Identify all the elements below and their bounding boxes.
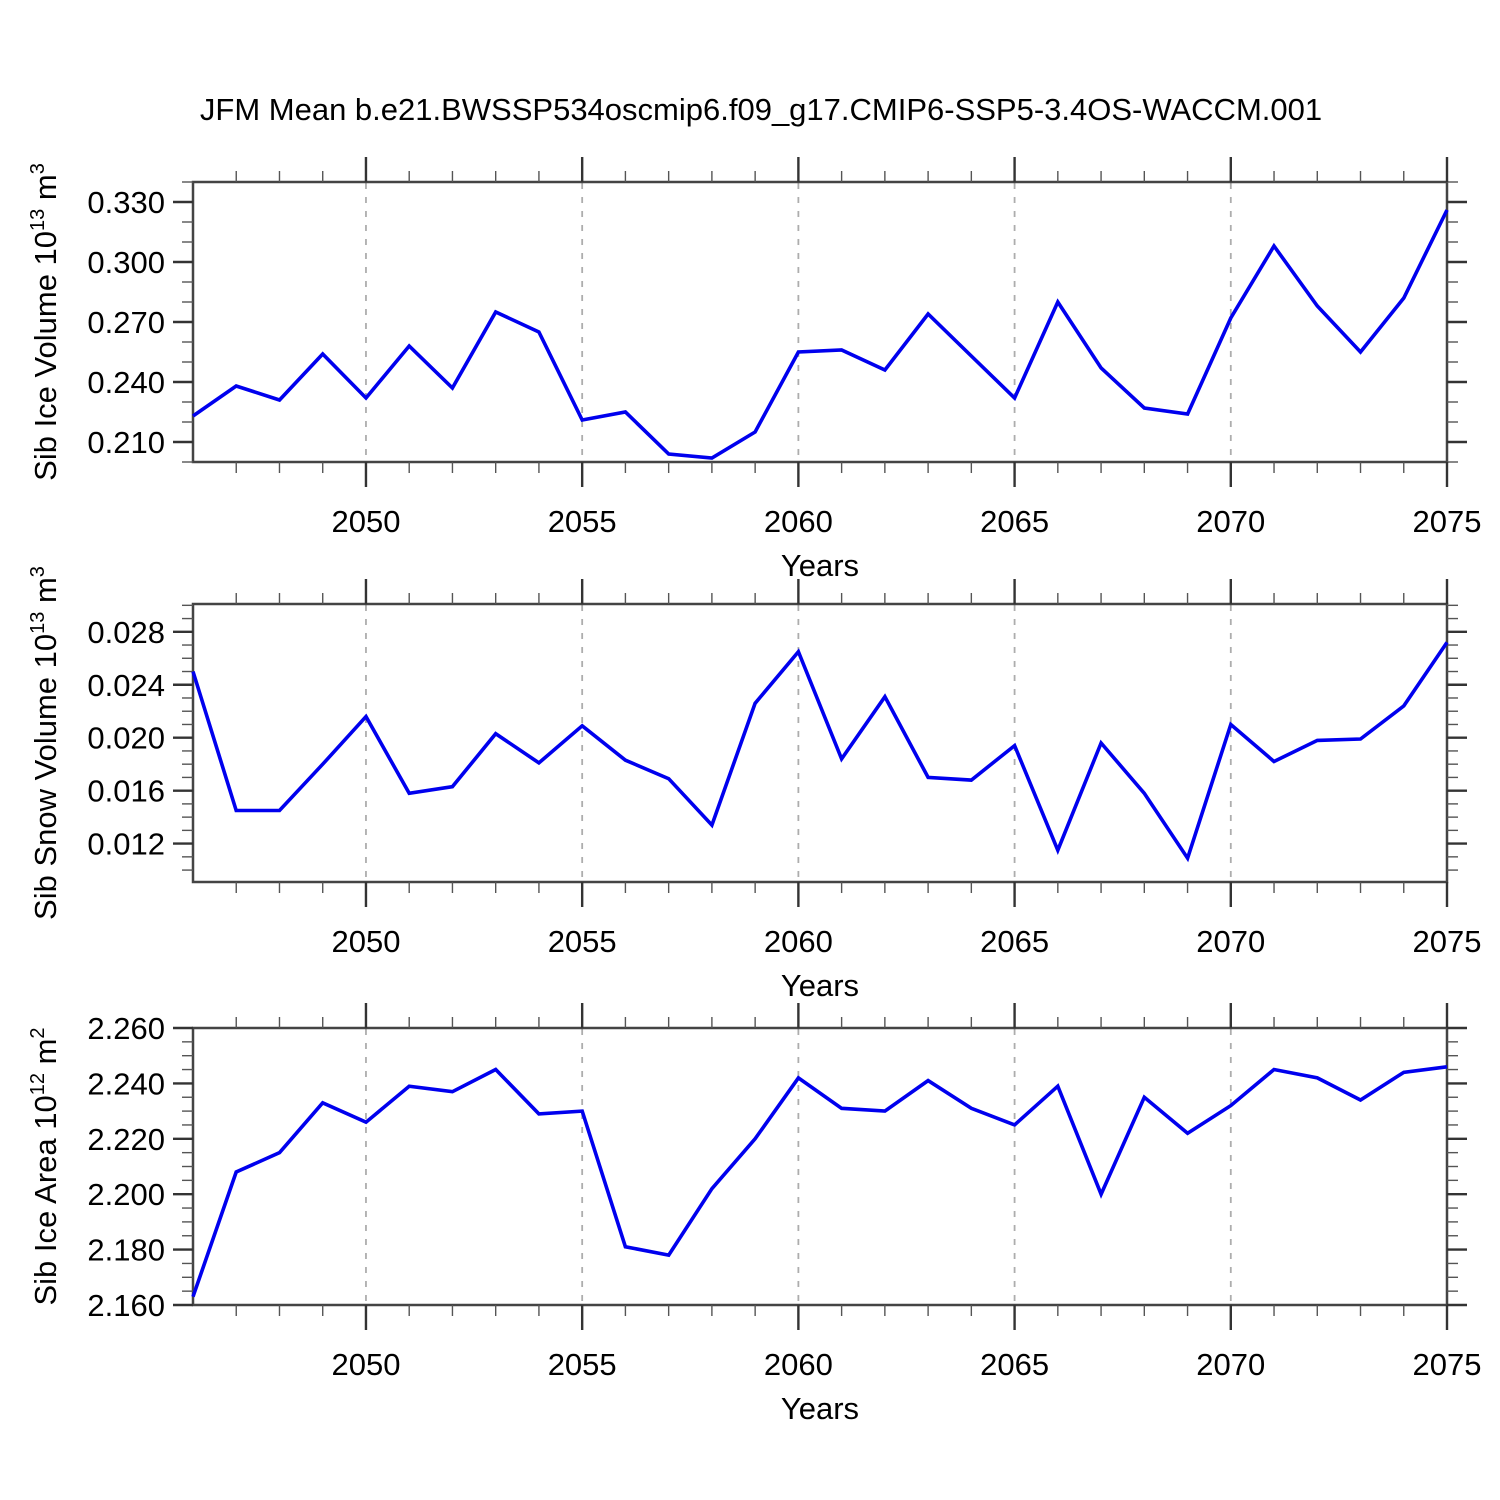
x-tick-label: 2070 [1196,1347,1265,1382]
y-axis-title: Sib Snow Volume 1013 m3 [27,566,63,920]
y-tick-label: 0.300 [87,245,165,280]
x-tick-label: 2070 [1196,924,1265,959]
x-tick-label: 2055 [548,924,617,959]
y-tick-label: 2.260 [87,1011,165,1046]
x-tick-label: 2075 [1413,504,1482,539]
panel-sib-ice-volume: 0.330 0.300 0.270 0.240 0.210 2050 2055 2060 206… [27,157,1481,583]
x-tick-label: 2055 [548,1347,617,1382]
plot-frame [191,602,1449,884]
x-tick-label: 2050 [331,1347,400,1382]
y-tick-label: 0.016 [87,774,165,809]
x-tick-label: 2065 [980,1347,1049,1382]
y-tick-label: 2.160 [87,1288,165,1323]
x-axis-title: Years [781,548,859,583]
panel-sib-snow-volume: 0.028 0.024 0.020 0.016 0.012 2050 2055 2060 206… [27,566,1481,1003]
y-tick-label: 0.240 [87,365,165,400]
sib-ice-volume-line [191,209,1449,460]
y-tick-label: 2.180 [87,1233,165,1268]
x-tick-label: 2065 [980,504,1049,539]
x-tick-label: 2055 [548,504,617,539]
y-axis-title: Sib Ice Volume 1013 m3 [27,163,63,481]
x-tick-label: 2065 [980,924,1049,959]
x-tick-label: 2060 [764,504,833,539]
y-tick-label: 0.012 [87,827,165,862]
panel-sib-ice-area: 2.260 2.240 2.220 2.200 2.180 2.160 2050 2055 20… [27,1003,1481,1426]
y-tick-label: 0.024 [87,668,165,703]
y-tick-label: 2.240 [87,1066,165,1101]
x-tick-label: 2060 [764,1347,833,1382]
x-axis-title: Years [781,968,859,1003]
figure-title: JFM Mean b.e21.BWSSP534oscmip6.f09_g17.C… [199,92,1323,127]
y-tick-label: 2.200 [87,1177,165,1212]
plot-frame [191,1026,1449,1307]
x-tick-label: 2050 [331,504,400,539]
x-tick-label: 2075 [1413,1347,1482,1382]
x-tick-label: 2060 [764,924,833,959]
y-tick-label: 0.028 [87,615,165,650]
y-tick-label: 0.020 [87,721,165,756]
x-axis-title: Years [781,1391,859,1426]
sib-ice-area-line [191,1065,1448,1298]
sib-snow-volume-line [191,641,1449,863]
y-tick-label: 0.270 [87,305,165,340]
y-axis-title: Sib Ice Area 1012 m2 [27,1027,63,1305]
x-tick-label: 2075 [1413,924,1482,959]
y-tick-label: 2.220 [87,1122,165,1157]
y-tick-label: 0.330 [87,185,165,220]
x-tick-label: 2070 [1196,504,1265,539]
y-tick-label: 0.210 [87,425,165,460]
plot-frame [191,180,1449,464]
x-tick-label: 2050 [331,924,400,959]
